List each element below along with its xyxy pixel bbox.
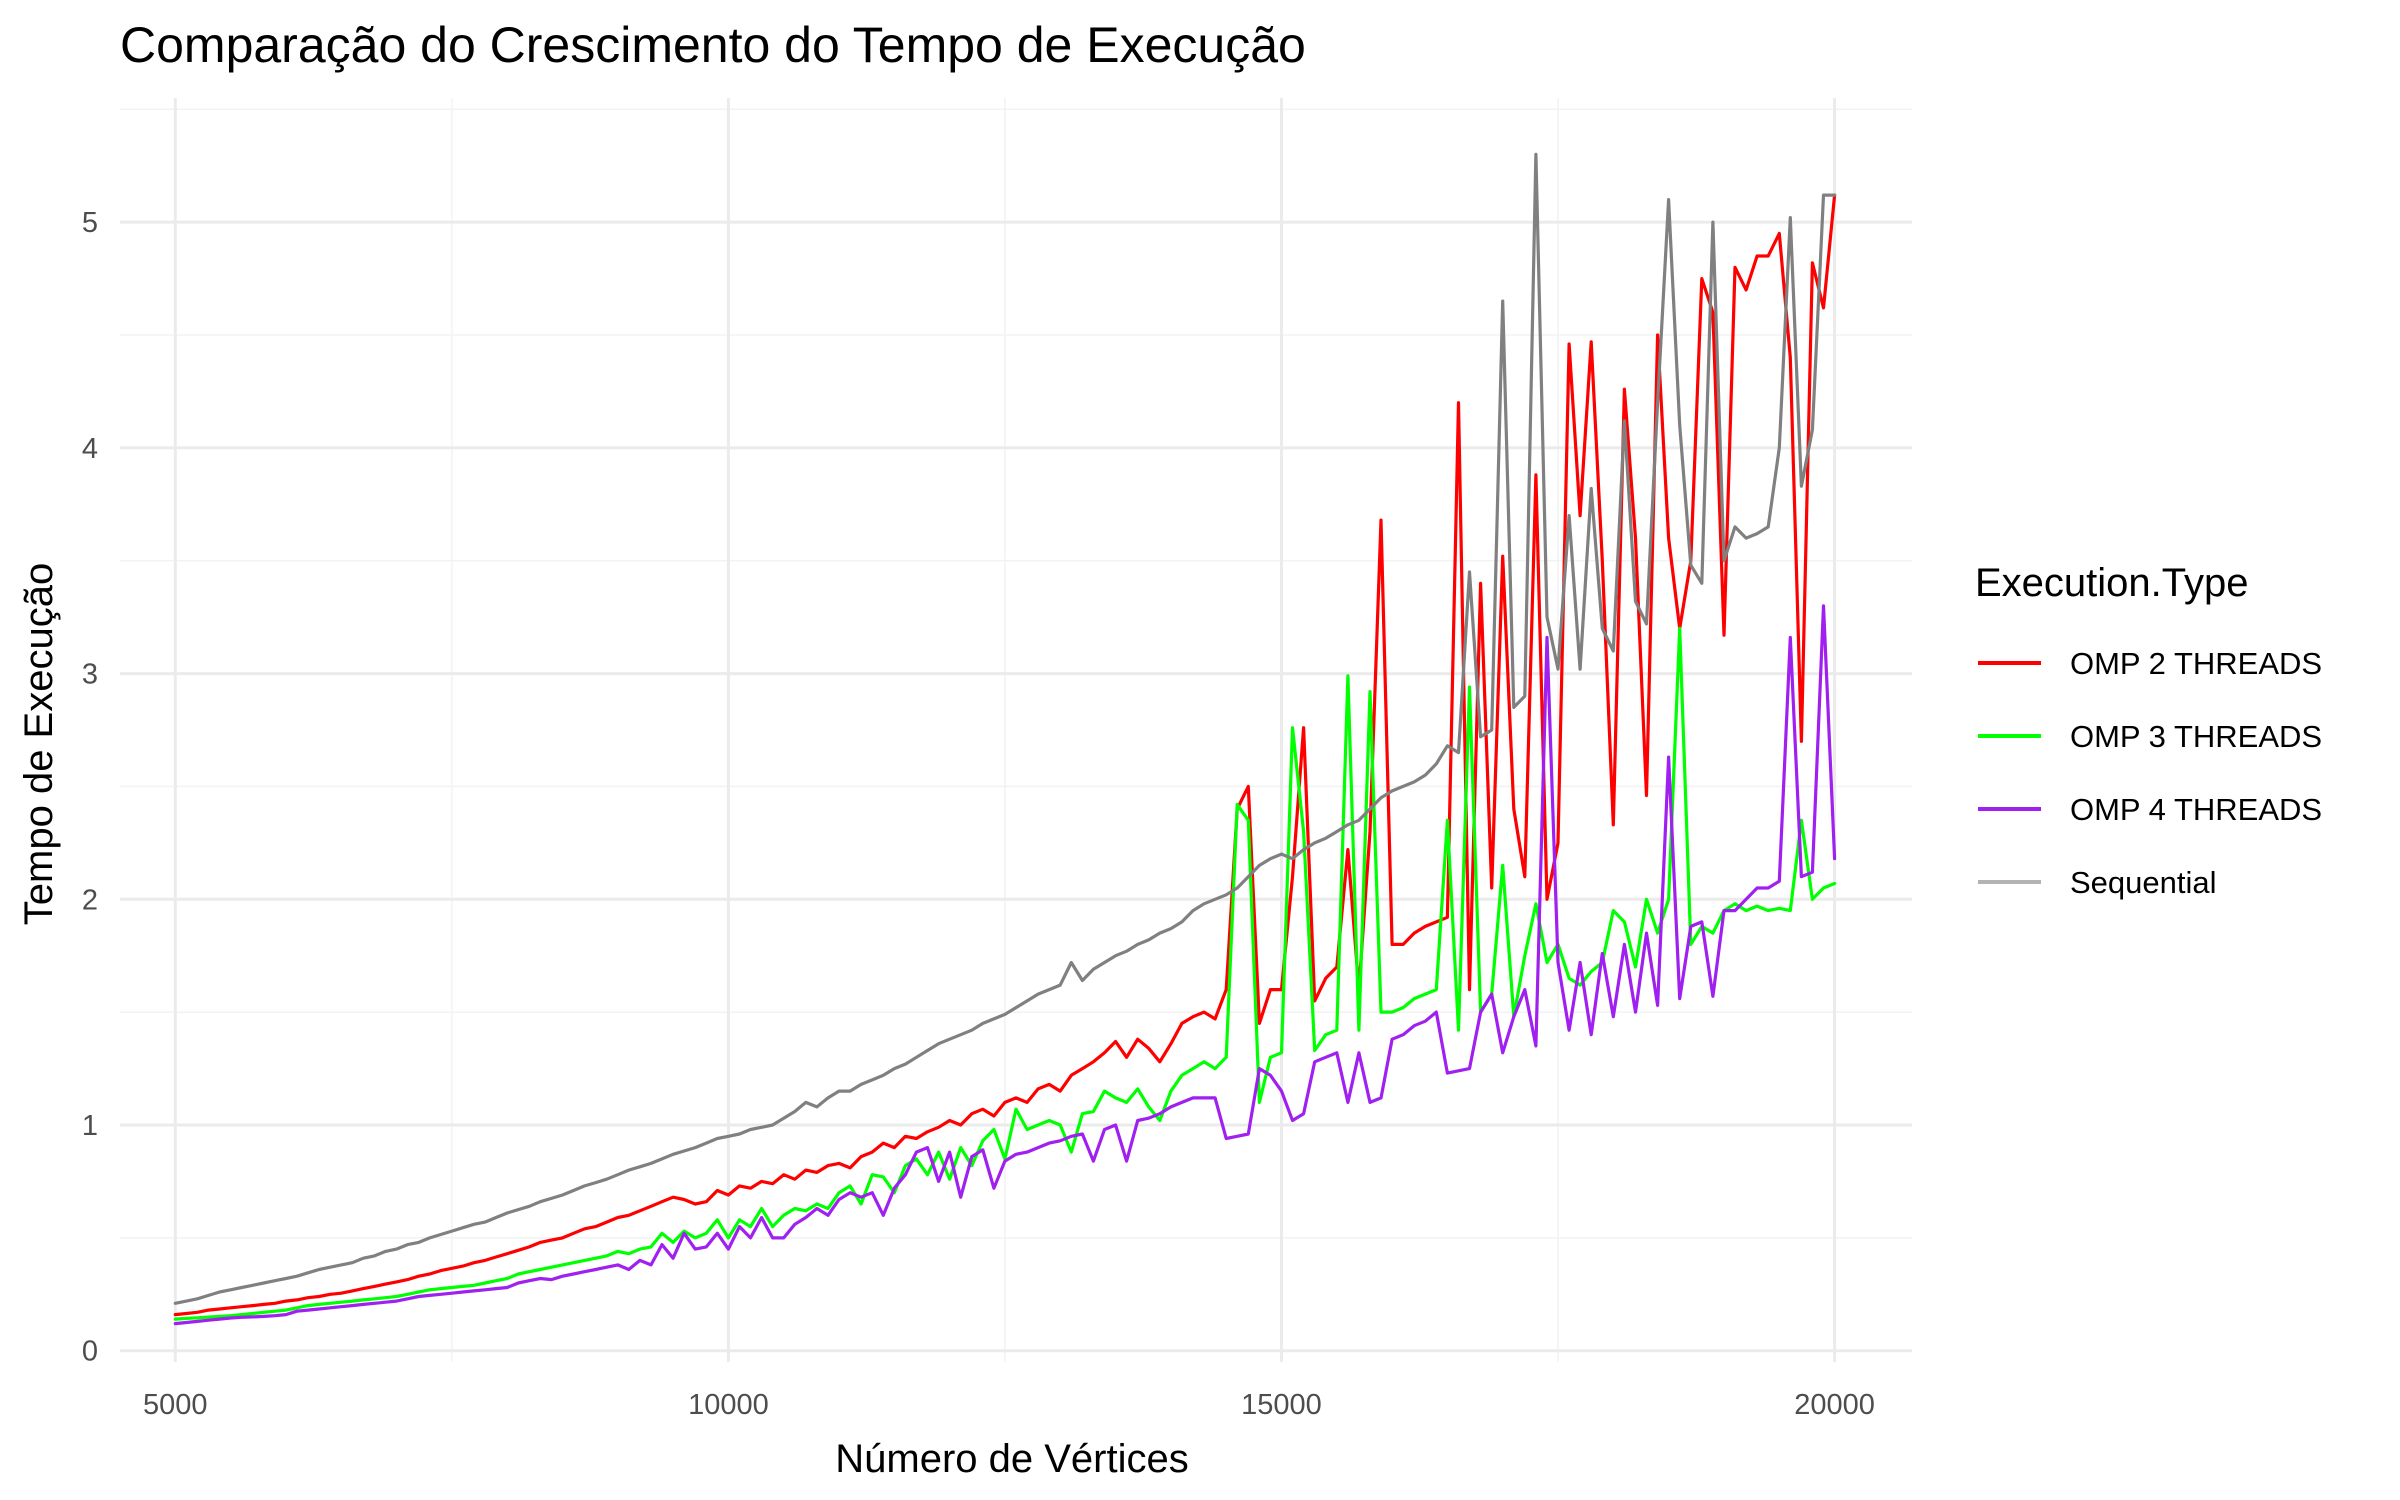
y-tick-label: 4 [82,433,98,465]
x-tick-label: 10000 [688,1389,769,1421]
y-tick-label: 0 [82,1336,98,1368]
legend-label-2: OMP 3 THREADS [2070,719,2322,754]
chart-title: Comparação do Crescimento do Tempo de Ex… [120,17,1306,73]
x-axis-ticks: 5000 10000 15000 20000 [143,1389,1875,1421]
y-tick-label: 5 [82,207,98,239]
series-lines [173,152,1837,1326]
y-tick-label: 1 [82,1110,98,1142]
y-tick-label: 2 [82,884,98,916]
legend-label-4: Sequential [2070,865,2217,900]
x-axis-title: Número de Vértices [835,1437,1188,1481]
x-tick-label: 20000 [1794,1389,1875,1421]
x-tick-label: 5000 [143,1389,208,1421]
series-line-3 [173,604,1837,1326]
series-line-1 [173,193,1837,1317]
y-axis-title: Tempo de Execução [17,563,61,925]
legend-label-3: OMP 4 THREADS [2070,792,2322,827]
legend-title: Execution.Type [1975,561,2249,605]
legend: Execution.Type OMP 2 THREADS OMP 3 THREAD… [1975,561,2322,900]
y-tick-label: 3 [82,659,98,691]
x-tick-label: 15000 [1241,1389,1322,1421]
y-axis-ticks: 0 1 2 3 4 5 [82,207,98,1368]
plot-grid [120,98,1912,1362]
legend-label-1: OMP 2 THREADS [2070,646,2322,681]
series-line-4 [173,152,1837,1305]
